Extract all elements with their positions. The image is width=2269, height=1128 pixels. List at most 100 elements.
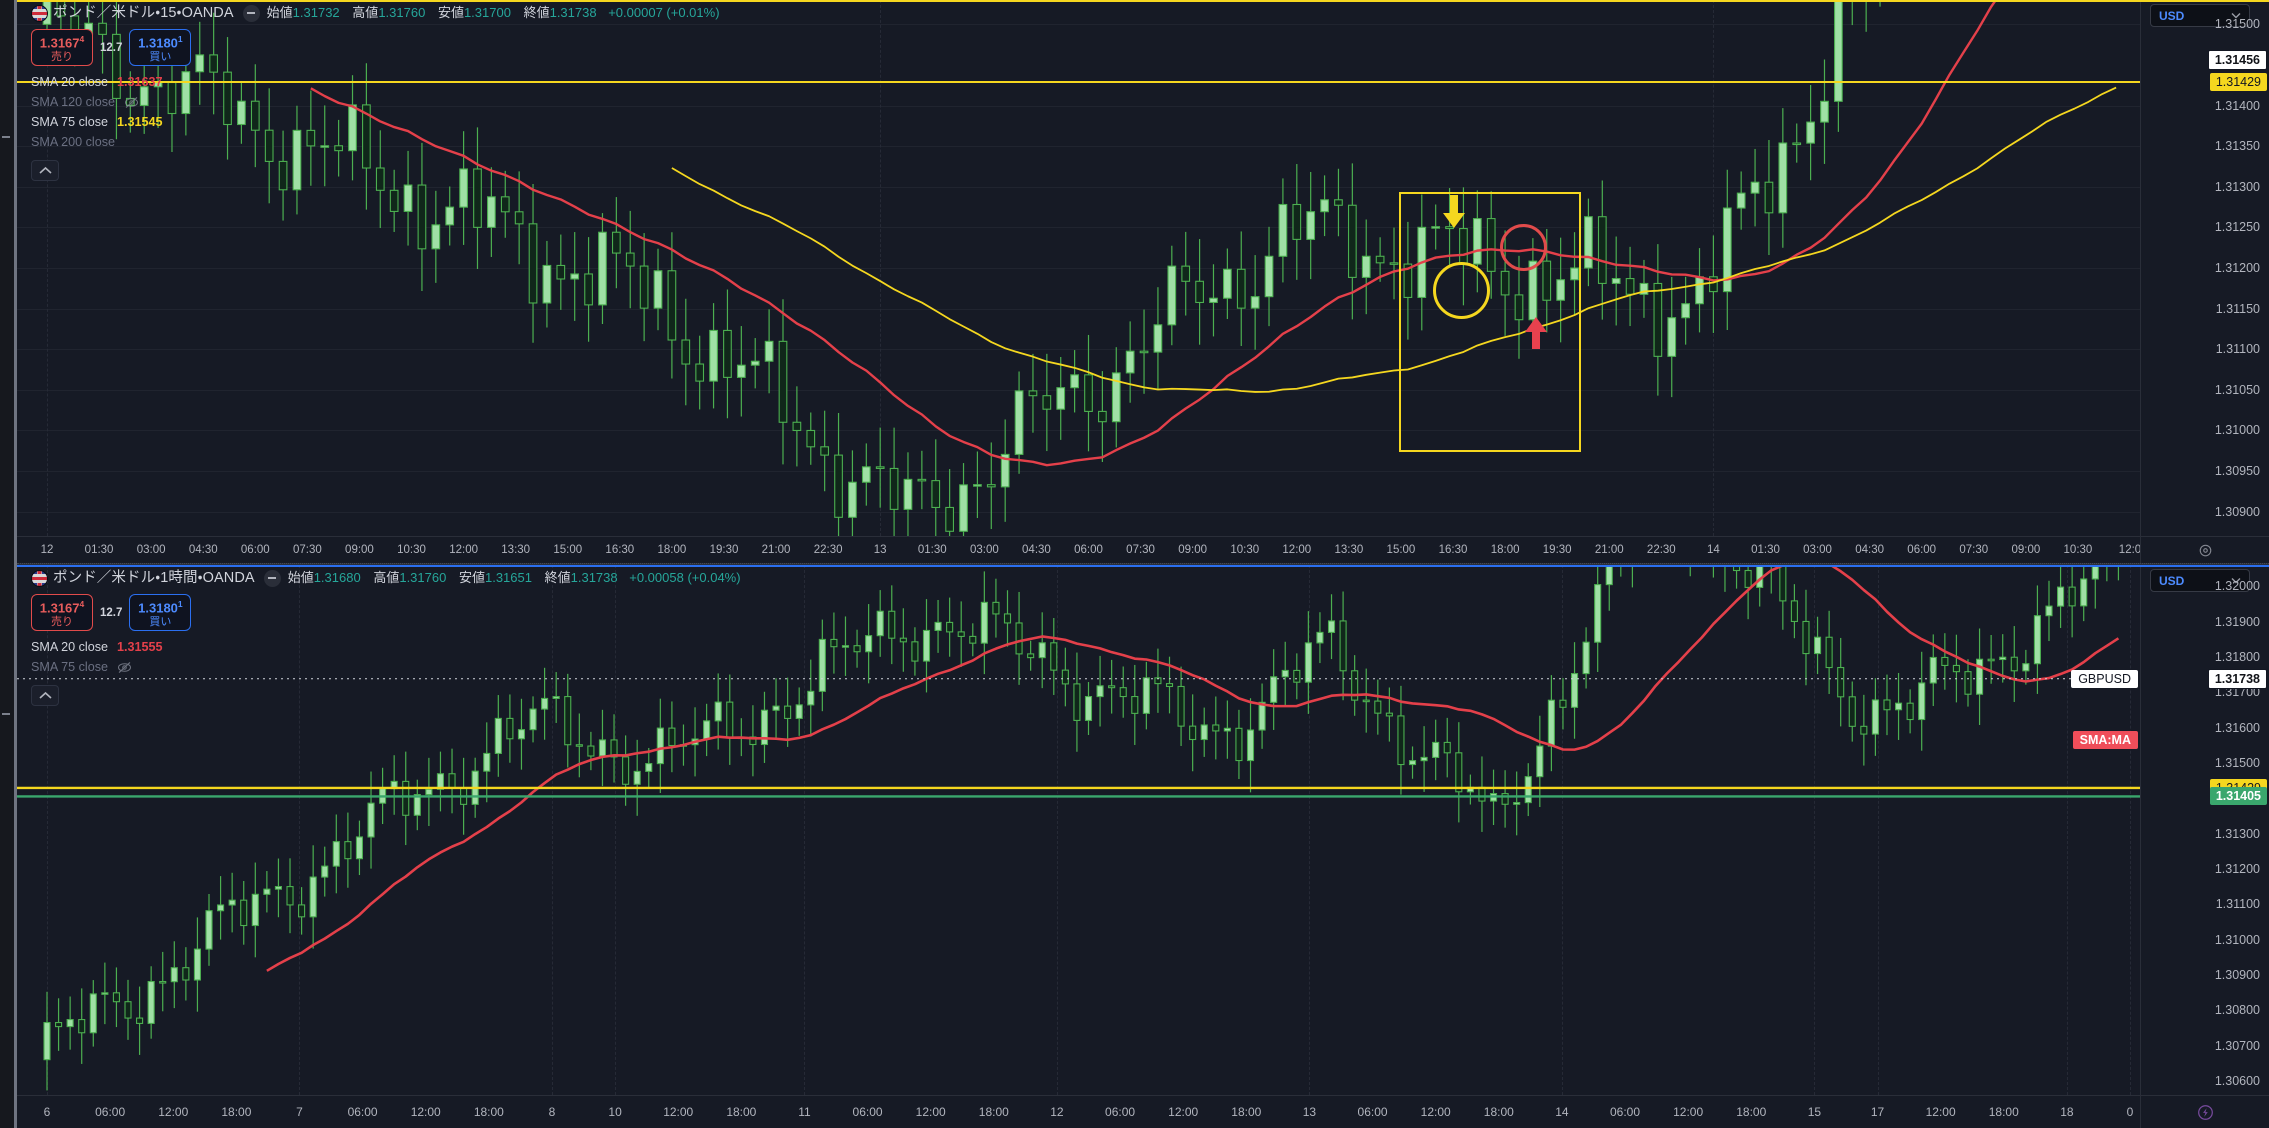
buy-price: 1.3180 — [138, 600, 178, 616]
currency-selector[interactable]: USD — [2150, 569, 2250, 592]
time-tick-label: 03:00 — [1803, 544, 1832, 556]
price-tick-label: 1.30900 — [2214, 504, 2260, 519]
eye-off-icon[interactable] — [124, 95, 139, 110]
grid-line — [551, 565, 553, 1095]
indicator-row-sma120[interactable]: SMA 120 close — [31, 92, 720, 112]
grid-line — [17, 146, 2140, 148]
time-tick-label: 12 — [40, 544, 54, 556]
rail-tick — [2, 713, 10, 715]
indicator-value: 1.31555 — [117, 640, 163, 654]
time-tick-label: 09:00 — [1178, 544, 1208, 556]
time-tick-label: 09:00 — [2011, 544, 2041, 556]
buy-button[interactable]: 1.31801 買い — [129, 29, 192, 66]
currency-selector[interactable]: USD — [2150, 4, 2250, 27]
price-tick-label: 1.31250 — [2214, 220, 2260, 235]
time-tick-label: 07:30 — [292, 544, 322, 556]
chart-pane-1h: GBPUSD SMA:MA ポンド／米ドル・1時間・OANDA 始値1.31680… — [17, 565, 2269, 1128]
plot-area-1h[interactable]: GBPUSD SMA:MA — [17, 565, 2140, 1095]
indicator-row-sma75[interactable]: SMA 75 close 1.31545 — [31, 112, 720, 132]
indicator-list-15m: SMA 20 close 1.31637 SMA 120 close SMA 7… — [31, 72, 720, 152]
grid-line — [1309, 565, 1311, 1095]
gb-us-flag-icon — [31, 569, 48, 587]
time-tick-label: 18:00 — [1490, 544, 1520, 556]
legend-collapse-button[interactable] — [31, 685, 59, 706]
time-axis-1h[interactable]: 6 06:00 12:00 18:00 7 06:00 12:00 18:00 8 10 12:00… — [17, 1095, 2140, 1128]
time-tick-label: 10:30 — [397, 544, 426, 556]
grid-layer — [17, 0, 2140, 536]
minus-icon[interactable] — [242, 4, 260, 22]
minus-icon[interactable] — [263, 569, 281, 587]
price-axis-1h[interactable]: USD 1.32000 1.31900 1.31800 1.31700 1.31600 1… — [2140, 565, 2269, 1095]
time-tick-label: 10 — [608, 1105, 622, 1119]
symbol-price-tag: GBPUSD — [2071, 669, 2138, 688]
highlight-rectangle[interactable] — [1399, 192, 1581, 452]
time-tick-label: 18:00 — [473, 1105, 504, 1119]
red-circle-marker[interactable] — [1500, 224, 1547, 271]
symbol-title[interactable]: ポンド／米ドル・15・OANDA — [53, 5, 234, 21]
plot-area-15m[interactable] — [17, 0, 2140, 563]
price-tick-label: 1.31500 — [2214, 17, 2260, 32]
time-tick-label: 18:00 — [1483, 1105, 1514, 1119]
grid-line — [2130, 565, 2131, 1095]
down-arrow-marker[interactable] — [1442, 195, 1466, 234]
grid-line — [47, 565, 48, 1095]
time-tick-label: 12:00 — [1282, 544, 1312, 556]
ohlc-close-label: 終値 — [523, 5, 550, 20]
symbol-title[interactable]: ポンド／米ドル・1時間・OANDA — [53, 570, 255, 586]
grid-line — [17, 389, 2140, 391]
price-tick-label: 1.31200 — [2214, 261, 2260, 275]
time-tick-label: 22:30 — [1646, 544, 1676, 556]
time-tick-label: 18:00 — [1231, 1105, 1262, 1119]
price-tick-label: 1.30800 — [2214, 1003, 2260, 1018]
indicator-name: SMA 75 close — [31, 660, 109, 674]
time-tick-label: 06:00 — [1907, 544, 1937, 556]
chevron-down-icon — [2231, 13, 2241, 19]
pane-divider[interactable] — [17, 563, 2269, 565]
time-tick-label: 10:30 — [1230, 544, 1260, 556]
grid-line — [804, 565, 806, 1095]
grid-line — [17, 349, 2140, 351]
time-tick-label: 14 — [1706, 544, 1720, 556]
time-tick-label: 12:00 — [1168, 1105, 1199, 1119]
time-tick-label: 06:00 — [852, 1105, 883, 1119]
buy-button[interactable]: 1.31801 買い — [129, 594, 192, 631]
sell-button[interactable]: 1.31674 売り — [31, 594, 93, 631]
indicator-row-sma75[interactable]: SMA 75 close — [31, 657, 741, 677]
time-tick-label: 18:00 — [221, 1105, 252, 1119]
price-tick-label: 1.31400 — [2214, 98, 2260, 113]
yellow-circle-marker[interactable] — [1433, 262, 1490, 319]
price-tick-label: 1.30900 — [2214, 967, 2260, 982]
left-toolbar-rail[interactable] — [0, 0, 14, 1128]
ohlc-high-value: 1.31760 — [399, 570, 447, 585]
grid-line — [17, 308, 2140, 310]
chart-pane-15m: ポンド／米ドル・15・OANDA 始値1.31732 高値1.31760 安値1… — [17, 0, 2269, 563]
time-tick-label: 18:00 — [657, 544, 687, 556]
time-axis-15m[interactable]: 12 01:30 03:00 04:30 06:00 07:30 09:00 10:30 12:… — [17, 536, 2141, 563]
time-tick-label: 06:00 — [1610, 1105, 1641, 1119]
time-tick-label: 15:00 — [1386, 544, 1416, 556]
price-tick-label: 1.31150 — [2215, 301, 2260, 316]
ohlc-open-value: 1.31680 — [313, 570, 361, 585]
eye-off-icon[interactable] — [117, 660, 132, 675]
time-tick-label: 10:30 — [2063, 544, 2093, 556]
grid-line — [615, 565, 617, 1095]
price-axis-15m[interactable]: USD 1.31500 1.31400 1.31350 1.31300 1.31250 1… — [2140, 0, 2269, 536]
time-tick-label: 01:30 — [917, 544, 947, 556]
chart-legend-1h: ポンド／米ドル・1時間・OANDA 始値1.31680 高値1.31760 安値… — [31, 569, 741, 706]
chart-settings-corner[interactable] — [2140, 536, 2269, 563]
time-tick-label: 01:30 — [1751, 544, 1780, 556]
sell-price: 1.3167 — [39, 600, 80, 616]
indicator-name: SMA 200 close — [31, 135, 116, 149]
indicator-row-sma20[interactable]: SMA 20 close 1.31637 — [31, 72, 720, 92]
legend-collapse-button[interactable] — [31, 160, 59, 181]
ohlc-close-value: 1.31738 — [549, 5, 597, 20]
time-tick-label: 06:00 — [1357, 1105, 1388, 1119]
price-tick-label: 1.31000 — [2214, 423, 2260, 438]
replay-button[interactable] — [2140, 1095, 2269, 1128]
pane-resize-handle[interactable] — [14, 0, 17, 1128]
up-arrow-marker[interactable] — [1524, 316, 1548, 355]
ohlc-readout: 始値1.31680 高値1.31760 安値1.31651 終値1.31738 … — [288, 569, 741, 587]
indicator-row-sma20[interactable]: SMA 20 close 1.31555 — [31, 637, 741, 657]
sell-button[interactable]: 1.31674 売り — [31, 29, 93, 66]
indicator-row-sma200[interactable]: SMA 200 close — [31, 132, 720, 152]
